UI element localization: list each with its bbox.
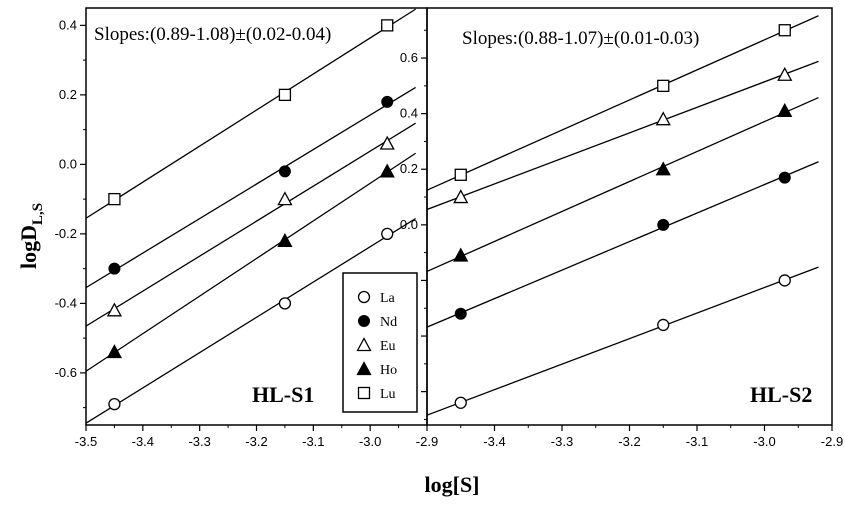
y-tick-label: 0.4 bbox=[59, 17, 77, 32]
y-tick-label: -0.2 bbox=[55, 226, 77, 241]
y-tick-label: -0.6 bbox=[55, 365, 77, 380]
panel-label: HL-S2 bbox=[750, 382, 812, 407]
data-point-ho bbox=[106, 344, 123, 359]
data-point-eu bbox=[777, 66, 793, 81]
legend-marker-la bbox=[357, 290, 371, 304]
data-point-eu bbox=[379, 135, 395, 150]
y-tick-label: 0.0 bbox=[400, 217, 418, 232]
y-tick-label: 0.2 bbox=[400, 161, 418, 176]
y-axis-title-main: logD bbox=[16, 225, 41, 269]
data-point-ho bbox=[277, 232, 293, 247]
x-tick-label: -3.4 bbox=[132, 434, 154, 449]
panel-label: HL-S1 bbox=[252, 382, 314, 407]
panel-hl-s2: -3.4-3.3-3.2-3.1-3.0-2.9-0.6-0.4-0.20.00… bbox=[396, 7, 843, 449]
legend-label: La bbox=[380, 291, 396, 306]
data-point-la bbox=[454, 396, 467, 409]
data-point-lu bbox=[657, 79, 670, 92]
legend-item-la: La bbox=[357, 290, 396, 306]
data-point-la bbox=[278, 297, 292, 310]
y-tick-label: -0.4 bbox=[55, 295, 77, 310]
x-tick-label: -3.2 bbox=[618, 434, 640, 449]
slopes-annotation: Slopes:(0.89-1.08)±(0.02-0.04) bbox=[94, 24, 331, 45]
x-tick-label: -3.2 bbox=[245, 434, 267, 449]
x-tick-label: -3.3 bbox=[551, 434, 573, 449]
x-tick-label: -2.9 bbox=[821, 434, 843, 449]
legend-marker-eu bbox=[356, 337, 372, 352]
fit-line-ho bbox=[427, 96, 819, 273]
data-point-nd bbox=[108, 262, 121, 275]
y-tick-label: 0.4 bbox=[400, 106, 418, 121]
legend-items: La Nd Eu Ho Lu bbox=[356, 290, 397, 402]
data-point-lu bbox=[278, 88, 292, 102]
panels-layer: -3.5 -3.4 -3.3 -3.2 -3.1 -3.0 -2.9 -0.6 -0.4 -0.2… bbox=[55, 7, 843, 449]
y-tick-label: 0.0 bbox=[59, 156, 77, 171]
fit-lines bbox=[86, 8, 416, 424]
x-tick-label: -3.0 bbox=[753, 434, 775, 449]
data-point-nd bbox=[778, 171, 791, 184]
y-tick-label: 0.6 bbox=[400, 50, 418, 65]
x-tick-label: -3.0 bbox=[359, 434, 381, 449]
data-point-nd bbox=[278, 165, 291, 178]
slopes-annotation: Slopes:(0.88-1.07)±(0.01-0.03) bbox=[462, 28, 699, 49]
fit-line-eu bbox=[86, 122, 416, 327]
legend-label: Nd bbox=[380, 315, 397, 330]
data-point-la bbox=[778, 274, 791, 287]
fit-line-lu bbox=[427, 15, 819, 191]
data-point-lu bbox=[778, 24, 791, 37]
legend-label: Ho bbox=[380, 363, 397, 378]
fit-line-la bbox=[86, 217, 416, 424]
x-tick-label: -3.5 bbox=[75, 434, 97, 449]
fit-line-nd bbox=[427, 161, 819, 328]
fit-line-ho bbox=[86, 152, 416, 372]
data-point-ho bbox=[655, 161, 671, 176]
y-axis-title-sub: L,S bbox=[30, 203, 46, 225]
data-point-eu bbox=[655, 111, 671, 126]
legend-marker-nd bbox=[358, 315, 370, 327]
legend-box bbox=[342, 272, 418, 413]
legend-label: Lu bbox=[380, 387, 396, 402]
legend-label: Eu bbox=[380, 339, 396, 354]
data-point-ho bbox=[453, 247, 469, 262]
y-tick-label: 0.2 bbox=[59, 87, 77, 102]
x-axis-title: log[S] bbox=[425, 472, 480, 497]
x-tick-label: -3.1 bbox=[302, 434, 324, 449]
legend-marker-ho bbox=[356, 361, 372, 376]
fit-line-lu bbox=[86, 8, 416, 219]
data-point-lu bbox=[108, 192, 121, 206]
data-point-nd bbox=[454, 307, 467, 320]
data-point-lu bbox=[454, 168, 467, 181]
y-axis-title: logDL,S bbox=[16, 203, 46, 269]
x-tick-label: -3.1 bbox=[686, 434, 708, 449]
legend-item-nd: Nd bbox=[358, 315, 397, 330]
fit-line-eu bbox=[427, 60, 819, 211]
legend-item-ho: Ho bbox=[356, 361, 397, 378]
panel-hl-s1: -3.5 -3.4 -3.3 -3.2 -3.1 -3.0 -2.9 -0.6 -0.4 -0.2… bbox=[55, 7, 438, 449]
data-point-ho bbox=[379, 163, 395, 178]
fit-line-nd bbox=[86, 86, 416, 289]
fit-lines bbox=[427, 15, 819, 416]
legend-marker-lu bbox=[357, 386, 371, 400]
fit-line-la bbox=[427, 266, 819, 416]
plot-frame bbox=[426, 7, 833, 426]
data-point-ho bbox=[777, 102, 793, 118]
data-point-la bbox=[657, 318, 670, 332]
x-tick-label: -3.3 bbox=[188, 434, 210, 449]
data-point-eu bbox=[106, 302, 123, 317]
data-point-eu bbox=[277, 191, 293, 206]
legend: La Nd Eu Ho Lu bbox=[342, 272, 418, 413]
legend-item-lu: Lu bbox=[357, 386, 396, 402]
x-tick-label: -2.9 bbox=[416, 434, 438, 449]
data-point-eu bbox=[453, 189, 469, 204]
data-point-nd bbox=[381, 95, 394, 108]
data-point-nd bbox=[657, 218, 670, 231]
data-point-lu bbox=[381, 19, 394, 32]
legend-item-eu: Eu bbox=[356, 337, 396, 354]
x-tick-label: -3.4 bbox=[483, 434, 505, 449]
data-point-la bbox=[108, 397, 121, 411]
data-point-la bbox=[381, 227, 394, 241]
